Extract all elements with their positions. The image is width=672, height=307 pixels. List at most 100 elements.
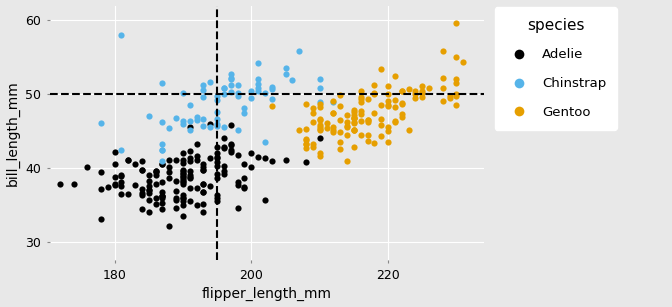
Point: [177, 177, 188, 182]
Point: [267, 84, 278, 89]
Point: [143, 188, 154, 193]
Point: [177, 122, 188, 127]
Point: [171, 196, 181, 201]
Point: [355, 99, 366, 104]
Point: [177, 118, 188, 123]
Point: [355, 88, 366, 93]
Point: [300, 126, 311, 131]
Point: [177, 171, 188, 176]
Point: [192, 118, 202, 122]
Point: [410, 89, 421, 94]
Point: [198, 161, 209, 166]
Point: [314, 123, 325, 128]
Point: [136, 168, 147, 173]
Point: [177, 174, 188, 179]
Point: [239, 176, 250, 181]
Point: [198, 168, 209, 173]
Point: [218, 172, 229, 177]
Point: [68, 182, 79, 187]
Point: [184, 173, 195, 178]
Point: [212, 163, 222, 168]
Point: [314, 153, 325, 158]
Point: [177, 172, 188, 177]
Point: [335, 103, 345, 108]
Point: [362, 139, 373, 144]
Point: [355, 109, 366, 114]
Point: [444, 95, 455, 100]
Point: [157, 194, 168, 199]
Point: [314, 77, 325, 82]
Point: [123, 157, 134, 162]
Point: [308, 120, 319, 125]
Point: [184, 155, 195, 160]
Point: [233, 127, 243, 132]
Point: [136, 207, 147, 212]
Point: [171, 197, 181, 202]
Point: [184, 169, 195, 173]
Point: [198, 164, 209, 169]
Point: [300, 160, 311, 165]
Point: [253, 77, 263, 82]
Point: [403, 127, 414, 132]
Point: [136, 191, 147, 196]
Point: [390, 98, 401, 103]
X-axis label: flipper_length_mm: flipper_length_mm: [202, 287, 332, 301]
Point: [95, 121, 106, 126]
Point: [130, 183, 140, 188]
Point: [349, 127, 360, 132]
Point: [164, 165, 175, 170]
Point: [390, 105, 401, 110]
Point: [109, 182, 120, 187]
Point: [233, 82, 243, 87]
Point: [308, 145, 319, 150]
Point: [410, 95, 421, 100]
Point: [143, 191, 154, 196]
Point: [212, 110, 222, 115]
Point: [314, 128, 325, 133]
Point: [451, 102, 462, 107]
Point: [376, 67, 386, 72]
Point: [253, 154, 263, 159]
Point: [151, 173, 161, 178]
Point: [335, 130, 345, 134]
Point: [314, 135, 325, 140]
Point: [218, 92, 229, 97]
Point: [136, 192, 147, 197]
Point: [246, 164, 257, 169]
Point: [82, 164, 93, 169]
Point: [212, 160, 222, 165]
Point: [259, 155, 270, 160]
Point: [184, 174, 195, 179]
Point: [437, 48, 448, 53]
Point: [184, 149, 195, 154]
Point: [349, 112, 360, 117]
Point: [177, 182, 188, 187]
Point: [184, 124, 195, 129]
Point: [383, 129, 394, 134]
Point: [212, 94, 222, 99]
Point: [212, 98, 222, 103]
Point: [212, 156, 222, 161]
Point: [218, 163, 229, 168]
Point: [314, 125, 325, 130]
Point: [349, 144, 360, 149]
Point: [383, 103, 394, 108]
Point: [233, 180, 243, 185]
Point: [157, 159, 168, 164]
Point: [437, 99, 448, 103]
Point: [349, 110, 360, 115]
Point: [355, 95, 366, 99]
Point: [143, 183, 154, 188]
Point: [259, 140, 270, 145]
Point: [198, 202, 209, 207]
Point: [95, 217, 106, 222]
Point: [233, 90, 243, 95]
Point: [157, 142, 168, 147]
Point: [383, 103, 394, 108]
Point: [328, 111, 339, 116]
Point: [109, 150, 120, 154]
Point: [355, 96, 366, 101]
Point: [239, 184, 250, 189]
Point: [177, 91, 188, 96]
Point: [157, 194, 168, 199]
